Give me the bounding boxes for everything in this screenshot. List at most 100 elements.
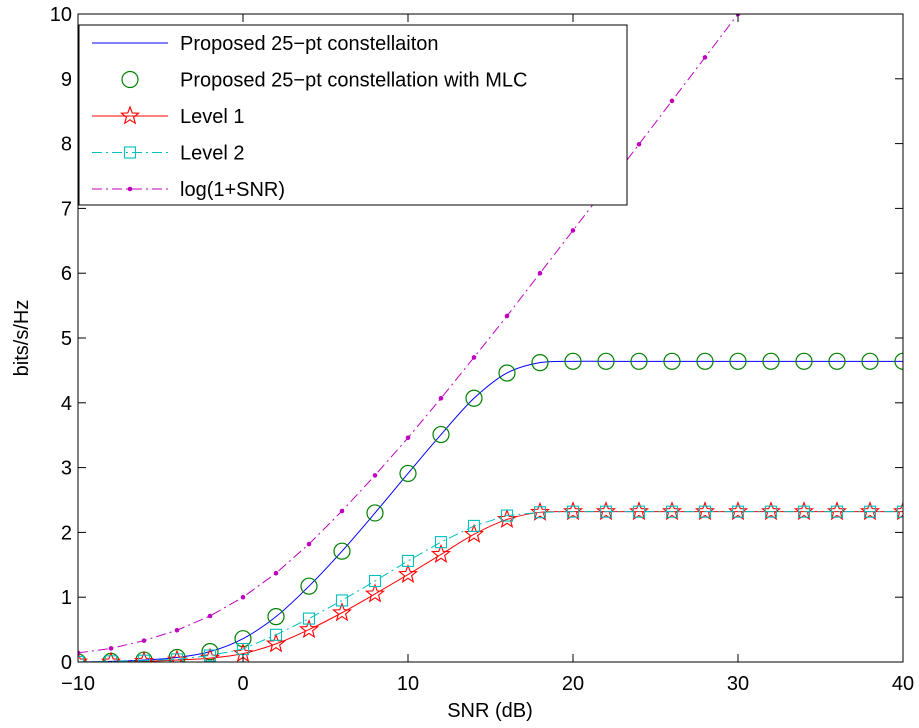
- data-point: [108, 646, 114, 651]
- data-point: [828, 352, 846, 370]
- series-line: [78, 360, 903, 662]
- data-point: [366, 504, 384, 522]
- data-point: [729, 352, 747, 370]
- y-tick-label: 7: [61, 198, 72, 220]
- data-point: [764, 505, 778, 518]
- data-point: [599, 505, 613, 518]
- data-point: [797, 505, 811, 518]
- data-point: [826, 501, 848, 521]
- data-point: [892, 501, 903, 521]
- data-point: [364, 583, 386, 603]
- data-point: [698, 505, 712, 518]
- data-point: [762, 352, 780, 370]
- data-point: [302, 612, 316, 625]
- data-point: [339, 508, 345, 514]
- legend-marker: [123, 146, 137, 159]
- data-point: [694, 501, 716, 521]
- data-point: [504, 313, 510, 319]
- data-point: [438, 395, 444, 401]
- data-point: [595, 501, 617, 521]
- y-tick-label: 0: [61, 652, 72, 674]
- data-point: [273, 570, 279, 576]
- y-tick-label: 3: [61, 458, 72, 480]
- series-3: [78, 505, 903, 662]
- data-point: [636, 141, 642, 147]
- data-point: [104, 655, 118, 662]
- x-tick-label: 10: [397, 673, 419, 695]
- x-axis-label: SNR (dB): [447, 700, 533, 722]
- data-point: [333, 542, 351, 560]
- data-point: [830, 505, 844, 518]
- data-point: [702, 55, 708, 60]
- data-point: [562, 501, 584, 521]
- data-point: [207, 613, 213, 619]
- data-point: [529, 501, 551, 521]
- data-point: [570, 228, 576, 233]
- data-point: [174, 627, 180, 633]
- data-point: [630, 352, 648, 370]
- legend-label: Proposed 25−pt constellation with MLC: [180, 70, 527, 92]
- y-axis-label: bits/s/Hz: [11, 300, 33, 377]
- data-point: [793, 501, 815, 521]
- data-point: [240, 594, 246, 600]
- data-point: [335, 594, 349, 607]
- data-point: [166, 649, 188, 662]
- series-line: [78, 14, 739, 654]
- series-0: [78, 360, 903, 662]
- data-point: [894, 352, 903, 370]
- data-point: [661, 501, 683, 521]
- data-point: [471, 355, 477, 360]
- data-point: [401, 554, 415, 567]
- y-tick-label: 9: [61, 69, 72, 91]
- data-point: [78, 651, 89, 662]
- x-tick-label: 40: [892, 673, 914, 695]
- data-point: [368, 574, 382, 588]
- data-point: [269, 628, 283, 641]
- legend-marker: [119, 105, 141, 125]
- data-point: [78, 650, 81, 656]
- data-point: [434, 536, 448, 549]
- y-tick-label: 1: [61, 587, 72, 609]
- data-point: [859, 501, 881, 521]
- legend-box: [78, 24, 628, 206]
- x-tick-label: −10: [61, 673, 95, 695]
- y-tick-label: 10: [50, 4, 72, 26]
- data-point: [405, 435, 411, 441]
- data-point: [467, 519, 481, 532]
- x-tick-label: 30: [727, 673, 749, 695]
- data-point: [465, 389, 483, 407]
- data-point: [628, 501, 650, 521]
- data-point: [137, 654, 151, 662]
- data-point: [669, 98, 675, 104]
- data-point: [463, 523, 485, 543]
- data-point: [896, 505, 903, 518]
- data-point: [141, 638, 147, 643]
- data-point: [133, 650, 155, 662]
- data-point: [597, 352, 615, 370]
- data-point: [663, 352, 681, 370]
- data-point: [100, 651, 122, 662]
- data-point: [397, 563, 419, 584]
- data-point: [372, 473, 378, 478]
- y-tick-label: 6: [61, 263, 72, 285]
- data-point: [533, 506, 547, 519]
- data-point: [665, 505, 679, 518]
- data-point: [496, 508, 518, 528]
- data-point: [267, 608, 285, 626]
- legend-item: log(1+SNR): [92, 179, 285, 201]
- data-point: [861, 352, 879, 370]
- data-point: [498, 364, 516, 382]
- legend: Proposed 25−pt constellaiton Proposed 25−…: [78, 24, 628, 206]
- legend-item: Level 1: [92, 105, 245, 128]
- y-tick-label: 4: [61, 393, 72, 415]
- legend-marker: [121, 70, 139, 89]
- data-point: [863, 505, 877, 518]
- series-1: [78, 352, 903, 662]
- legend-label: log(1+SNR): [180, 179, 285, 201]
- legend-label: Level 2: [180, 143, 245, 165]
- legend-label: Proposed 25−pt constellaiton: [180, 33, 439, 55]
- data-point: [265, 633, 287, 653]
- data-point: [430, 543, 452, 563]
- data-point: [500, 509, 514, 522]
